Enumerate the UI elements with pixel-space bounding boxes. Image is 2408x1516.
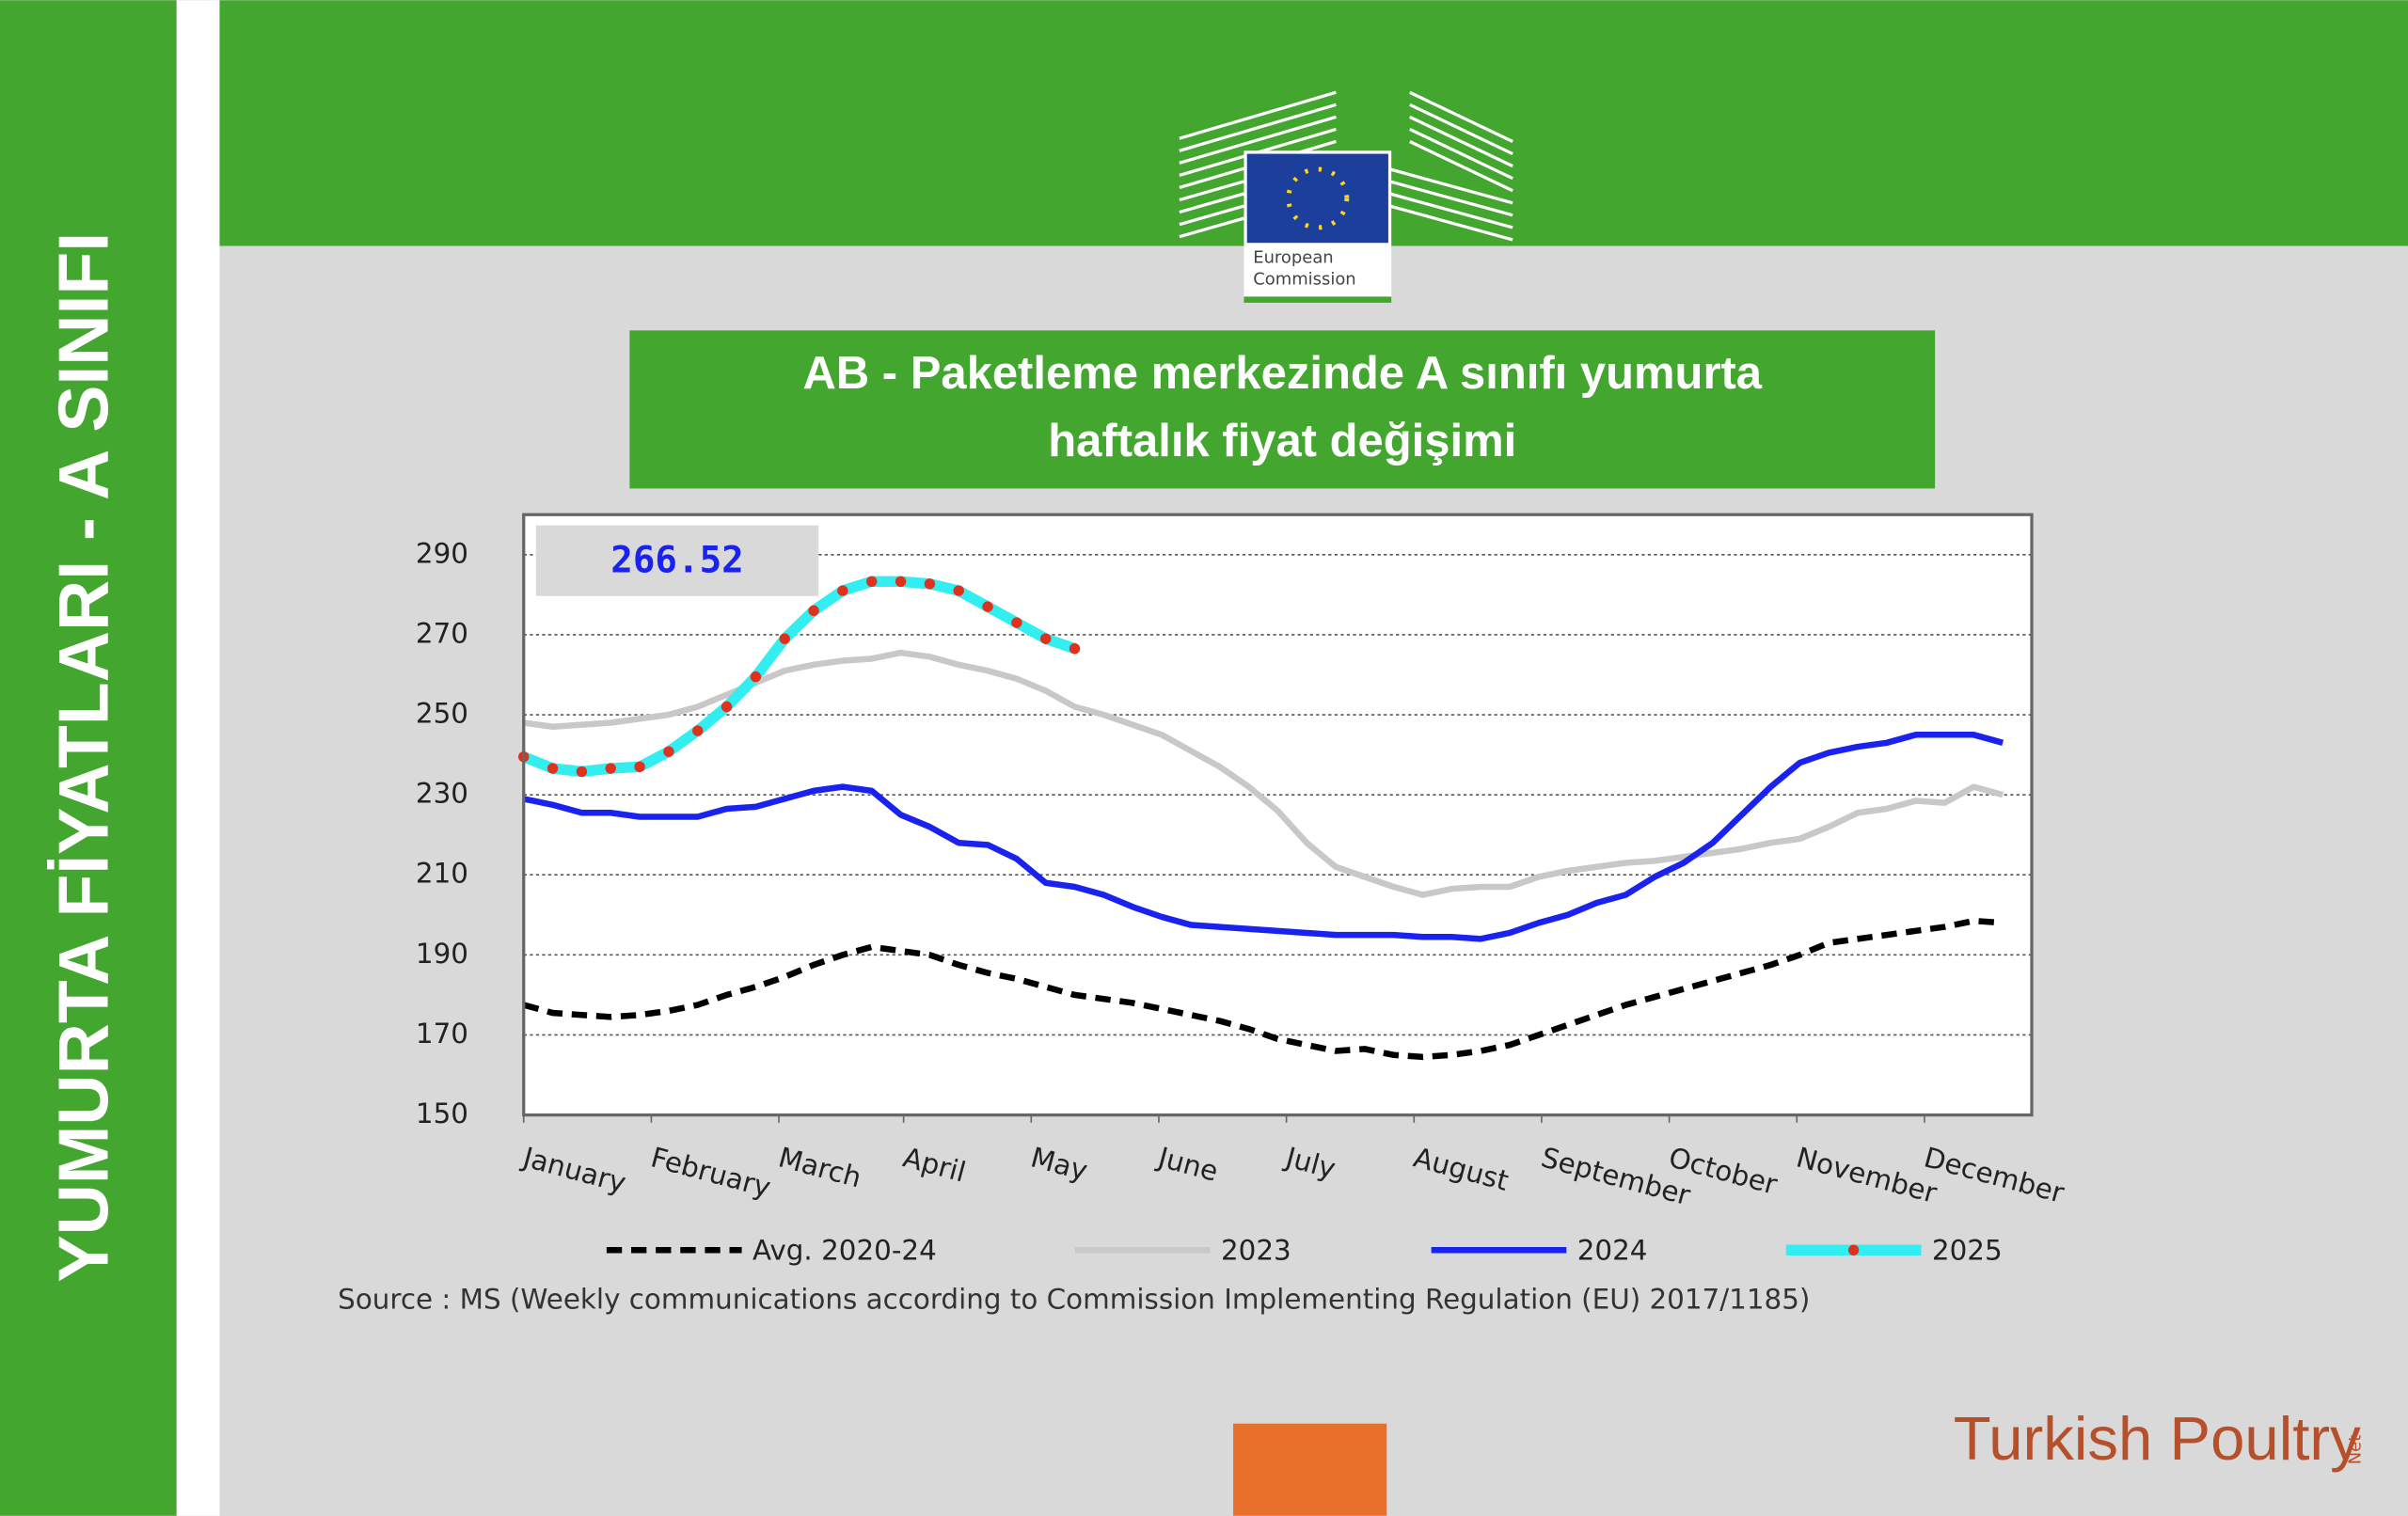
legend-label: Avg. 2020-24	[752, 1234, 937, 1266]
series-line	[523, 732, 2004, 942]
point	[721, 701, 733, 713]
y-tick-label: 190	[416, 938, 468, 970]
title-box	[629, 330, 1936, 489]
logo: European Commission	[1179, 90, 1513, 303]
point	[1069, 642, 1081, 655]
y-tick-label: 290	[416, 537, 468, 569]
side-title: YUMURTA FİYATLARI - A SINIFI	[44, 232, 123, 1283]
brand: Turkish Poultry	[1954, 1404, 2361, 1473]
source-note: Source : MS (Weekly communications accor…	[338, 1284, 1810, 1316]
plot-border	[522, 513, 2034, 1117]
legend-label: 2023	[1221, 1234, 1291, 1266]
y-tick-label: 270	[416, 617, 468, 649]
side-stripe	[176, 0, 220, 1516]
annotation-box	[535, 525, 819, 596]
chart-title: haftalık fiyat değişimi	[1048, 416, 1516, 466]
legend-label: 2025	[1932, 1234, 2003, 1266]
point	[663, 746, 674, 757]
point	[605, 763, 616, 774]
point	[779, 633, 790, 644]
logo-text: Commission	[1253, 269, 1355, 289]
point	[866, 576, 878, 588]
legend-marker	[1847, 1244, 1860, 1255]
y-tick-label: 250	[416, 698, 468, 730]
y-tick-label: 230	[416, 778, 468, 810]
legend-label: 2024	[1577, 1234, 1648, 1266]
point	[924, 578, 936, 590]
y-tick-label: 170	[416, 1018, 468, 1050]
legend: Avg. 2020-24 2023 2024 2025	[606, 1234, 2003, 1266]
point	[808, 605, 819, 617]
y-tick-label: 150	[416, 1098, 468, 1129]
brand-suffix: Net	[2345, 1435, 2365, 1464]
logo-text: European	[1253, 248, 1333, 268]
series-line	[523, 649, 2004, 898]
point	[982, 601, 993, 612]
side-bar	[0, 0, 177, 1516]
point	[547, 763, 559, 774]
orange-block	[1233, 1423, 1387, 1516]
point	[895, 576, 907, 588]
annotation: 266.52	[610, 539, 744, 581]
point	[1011, 617, 1022, 628]
point	[837, 585, 848, 596]
point	[953, 585, 964, 596]
point	[692, 725, 704, 736]
plot	[518, 553, 2032, 1123]
chart-title: AB - Paketleme merkezinde A sınıfı yumur…	[802, 348, 1762, 399]
point	[750, 671, 762, 683]
y-tick-label: 210	[416, 858, 468, 890]
point	[1039, 633, 1052, 644]
point	[634, 761, 645, 773]
point	[576, 766, 588, 778]
series-line	[522, 917, 2004, 1061]
